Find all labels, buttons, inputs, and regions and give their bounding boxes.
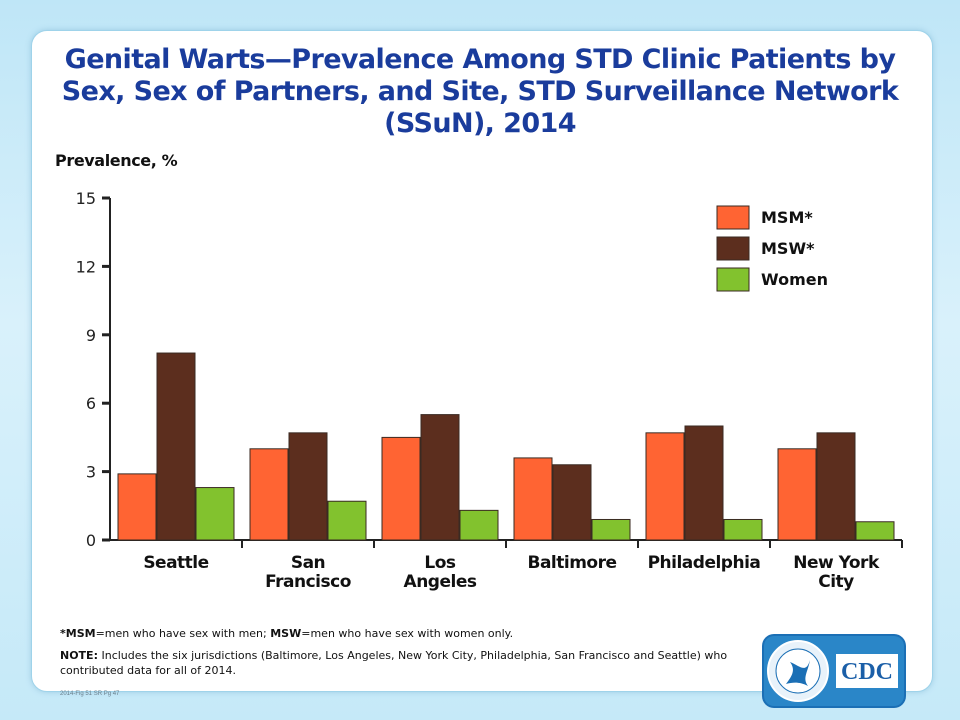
footnote-msm-term: *MSM xyxy=(60,627,96,640)
y-tick-label: 15 xyxy=(76,189,96,208)
footnote-abbreviations: *MSM=men who have sex with men; MSW=men … xyxy=(60,626,760,641)
svg-text:CDC: CDC xyxy=(841,659,893,685)
bar xyxy=(459,509,499,541)
bar xyxy=(513,457,553,541)
bar xyxy=(816,432,856,541)
cdc-wordmark: CDC xyxy=(836,654,898,688)
legend-swatch xyxy=(716,205,750,230)
y-tick-label: 0 xyxy=(86,531,96,550)
x-tick-label: Francisco xyxy=(265,572,351,592)
bar xyxy=(381,436,421,541)
bar xyxy=(855,521,895,541)
x-tick-label: San xyxy=(291,553,325,573)
legend-label: MSM* xyxy=(761,208,813,227)
legend-swatch xyxy=(716,267,750,292)
x-tick-label: Los xyxy=(424,553,456,573)
bar xyxy=(420,414,460,541)
bar xyxy=(156,352,196,541)
bar xyxy=(249,448,289,541)
bar xyxy=(591,518,631,541)
x-tick-label: Angeles xyxy=(404,572,477,592)
bar xyxy=(552,464,592,541)
x-tick-label: Seattle xyxy=(143,553,208,573)
bar xyxy=(777,448,817,541)
footnote-note-text: Includes the six jurisdictions (Baltimor… xyxy=(60,649,728,677)
y-tick-label: 3 xyxy=(86,463,96,482)
bar xyxy=(195,487,235,541)
bar xyxy=(117,473,157,541)
chart-title: Genital Warts—Prevalence Among STD Clini… xyxy=(61,44,899,139)
legend-swatch xyxy=(716,236,750,261)
y-tick-label: 6 xyxy=(86,394,96,413)
y-tick-label: 9 xyxy=(86,326,96,345)
bar xyxy=(288,432,328,541)
footnote-msm-def: =men who have sex with men; xyxy=(95,627,271,640)
y-axis-label: Prevalence, % xyxy=(55,151,178,170)
bar xyxy=(327,500,367,541)
legend-label: Women xyxy=(761,270,828,289)
footnote-msw-def: =men who have sex with women only. xyxy=(301,627,514,640)
x-tick-label: Philadelphia xyxy=(648,553,761,573)
figure-reference: 2014-Fig 51 SR Pg 47 xyxy=(60,691,120,697)
footnote-note: NOTE: Includes the six jurisdictions (Ba… xyxy=(60,648,760,678)
footnote-msw-term: MSW xyxy=(270,627,302,640)
cdc-logo: CDC xyxy=(762,634,906,708)
y-tick-label: 12 xyxy=(76,257,96,276)
x-tick-label: New York xyxy=(793,553,880,573)
legend-label: MSW* xyxy=(761,239,815,258)
footnote-note-label: NOTE: xyxy=(60,649,98,662)
bar xyxy=(645,432,685,541)
x-tick-label: Baltimore xyxy=(527,553,616,573)
bar xyxy=(723,518,763,541)
bar xyxy=(684,425,724,541)
x-tick-label: City xyxy=(818,572,854,592)
